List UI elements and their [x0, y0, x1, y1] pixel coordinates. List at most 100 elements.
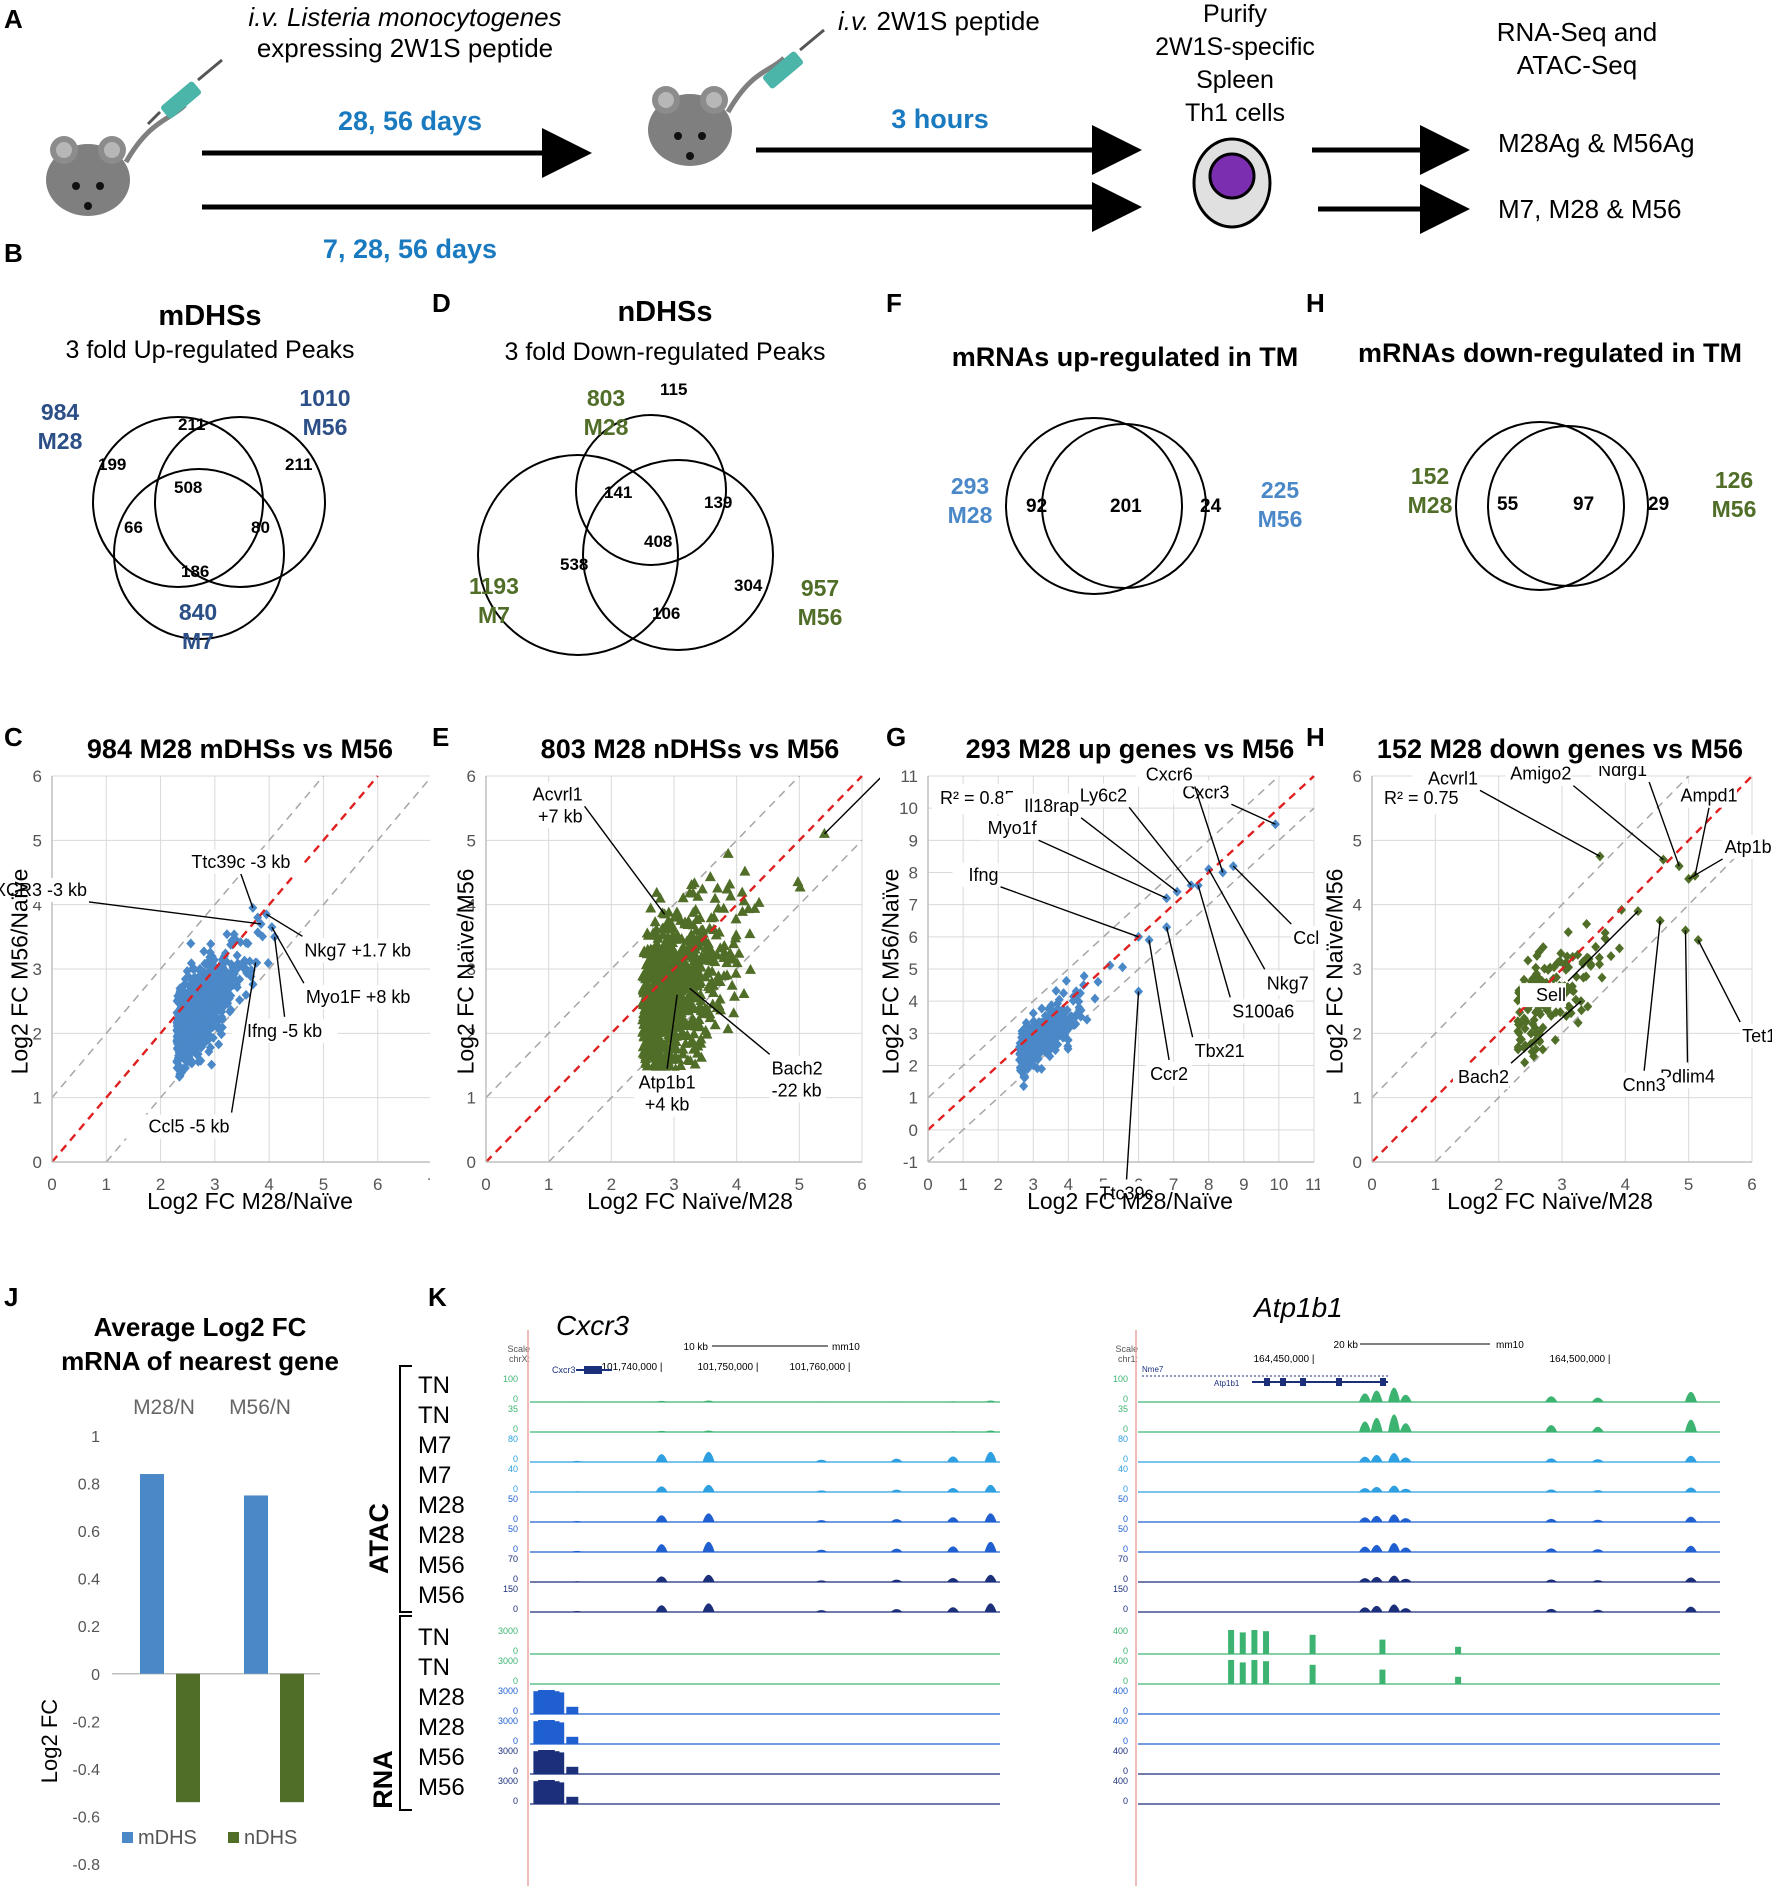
data-point [1035, 1047, 1045, 1058]
y-tick-label: 1 [909, 1089, 918, 1108]
venn-h-diagram [1455, 421, 1649, 591]
track-peak [1388, 1453, 1401, 1462]
annotation-leader [1128, 806, 1192, 886]
annotation-label: Tet1 [1742, 1026, 1772, 1046]
panel-label-k: K [428, 1282, 447, 1312]
data-point [690, 903, 702, 914]
annotation-leader [1080, 817, 1178, 893]
data-point [684, 887, 696, 898]
track-scale-min: 0 [513, 1676, 518, 1686]
mouse-1-icon [46, 103, 187, 216]
data-point [1029, 1035, 1039, 1046]
venn-b-left: 199 [98, 455, 127, 474]
data-point [211, 991, 221, 1002]
data-point [637, 999, 649, 1010]
track-scale-min: 0 [1123, 1544, 1128, 1554]
track-peak [655, 1544, 668, 1552]
annotation-bg [1621, 1072, 1668, 1097]
venn-f-left: 92 [1026, 496, 1048, 517]
data-point [1059, 988, 1069, 999]
data-point [185, 1054, 195, 1065]
data-point [205, 1042, 215, 1053]
data-point [733, 947, 745, 958]
panel-label-b: B [4, 238, 23, 268]
data-point [1526, 1038, 1536, 1049]
data-point [1017, 1032, 1027, 1043]
data-point [229, 929, 239, 940]
track-peak [1388, 1387, 1401, 1402]
track-peak [1455, 1676, 1462, 1684]
data-point [677, 892, 689, 903]
data-point [1523, 955, 1533, 966]
data-point [204, 998, 214, 1009]
track-peak [890, 1489, 903, 1492]
data-point [203, 1003, 213, 1014]
track-scale-max: 3000 [498, 1746, 518, 1756]
x-tick-label: 5 [1684, 1175, 1693, 1194]
venn-d-ul: 141 [604, 483, 633, 502]
r-squared-label: R² = 0.75 [1384, 788, 1459, 808]
track-peak [571, 1491, 583, 1492]
data-point [709, 892, 721, 903]
data-point [1050, 1045, 1060, 1056]
track-label: M28 [418, 1684, 465, 1711]
y-tick-label: 0 [91, 1667, 100, 1684]
data-point [242, 968, 252, 979]
track-peak [1379, 1639, 1386, 1654]
data-point [205, 947, 215, 958]
rna-bracket [399, 1615, 412, 1811]
data-point [728, 990, 740, 1001]
y-tick-label: 1 [91, 1429, 100, 1446]
y-tick-label: 2 [1353, 1024, 1362, 1043]
scatter-g-ylabel: Log2 FC M56/Naïve [877, 868, 904, 1075]
data-point [714, 993, 726, 1004]
track-peak [984, 1451, 997, 1462]
identity-line [1371, 775, 1753, 1163]
data-point [689, 978, 701, 989]
data-point [651, 1041, 663, 1052]
data-point [174, 1064, 184, 1075]
data-point [257, 931, 267, 942]
data-point [241, 989, 251, 1000]
track-scale-min: 0 [1123, 1706, 1128, 1716]
data-point [1693, 935, 1703, 946]
track-scale-max: 40 [508, 1464, 518, 1474]
data-point [241, 937, 251, 948]
data-point [1118, 962, 1128, 973]
annotation-leader [1232, 865, 1292, 925]
data-point [203, 1034, 213, 1045]
track-peak [566, 1766, 579, 1774]
data-point [1090, 993, 1100, 1004]
schematic-hours: 3 hours [891, 104, 989, 134]
track-scale-max: 80 [1118, 1434, 1128, 1444]
venn-d-set-m28: 803 M28 [583, 385, 629, 440]
data-point [177, 1025, 187, 1036]
track-scale-max: 35 [1118, 1404, 1128, 1414]
data-point [1519, 1013, 1529, 1024]
track-scale-max: 150 [503, 1584, 518, 1594]
track-peak [1545, 1608, 1558, 1612]
data-point [1534, 1006, 1544, 1017]
track-peak [1545, 1489, 1558, 1492]
data-point [1270, 819, 1280, 830]
x-tick-label: 0 [1367, 1175, 1376, 1194]
data-point [195, 966, 205, 977]
y-tick-label: 3 [1353, 960, 1362, 979]
data-point [691, 963, 703, 974]
data-point [678, 947, 690, 958]
annotation-label: Ndrg1 [1598, 766, 1647, 780]
data-point [179, 980, 189, 991]
y-tick-label: 1 [33, 1089, 42, 1108]
y-tick-label: 2 [909, 1057, 918, 1076]
track-label: M28 [418, 1522, 465, 1549]
x-tick-label: 4 [1064, 1175, 1073, 1194]
browser-chr-label: chrX: [509, 1354, 530, 1364]
track-scale-max: 400 [1113, 1626, 1128, 1636]
venn-b-center: 508 [174, 478, 203, 497]
track-label: M28 [418, 1492, 465, 1519]
y-tick-label: 4 [33, 896, 42, 915]
annotation-bg [516, 782, 583, 829]
scatter-c-xlabel: Log2 FC M28/Naïve [147, 1188, 353, 1214]
track-scale-max: 100 [503, 1374, 518, 1384]
track-peak [552, 1752, 565, 1774]
